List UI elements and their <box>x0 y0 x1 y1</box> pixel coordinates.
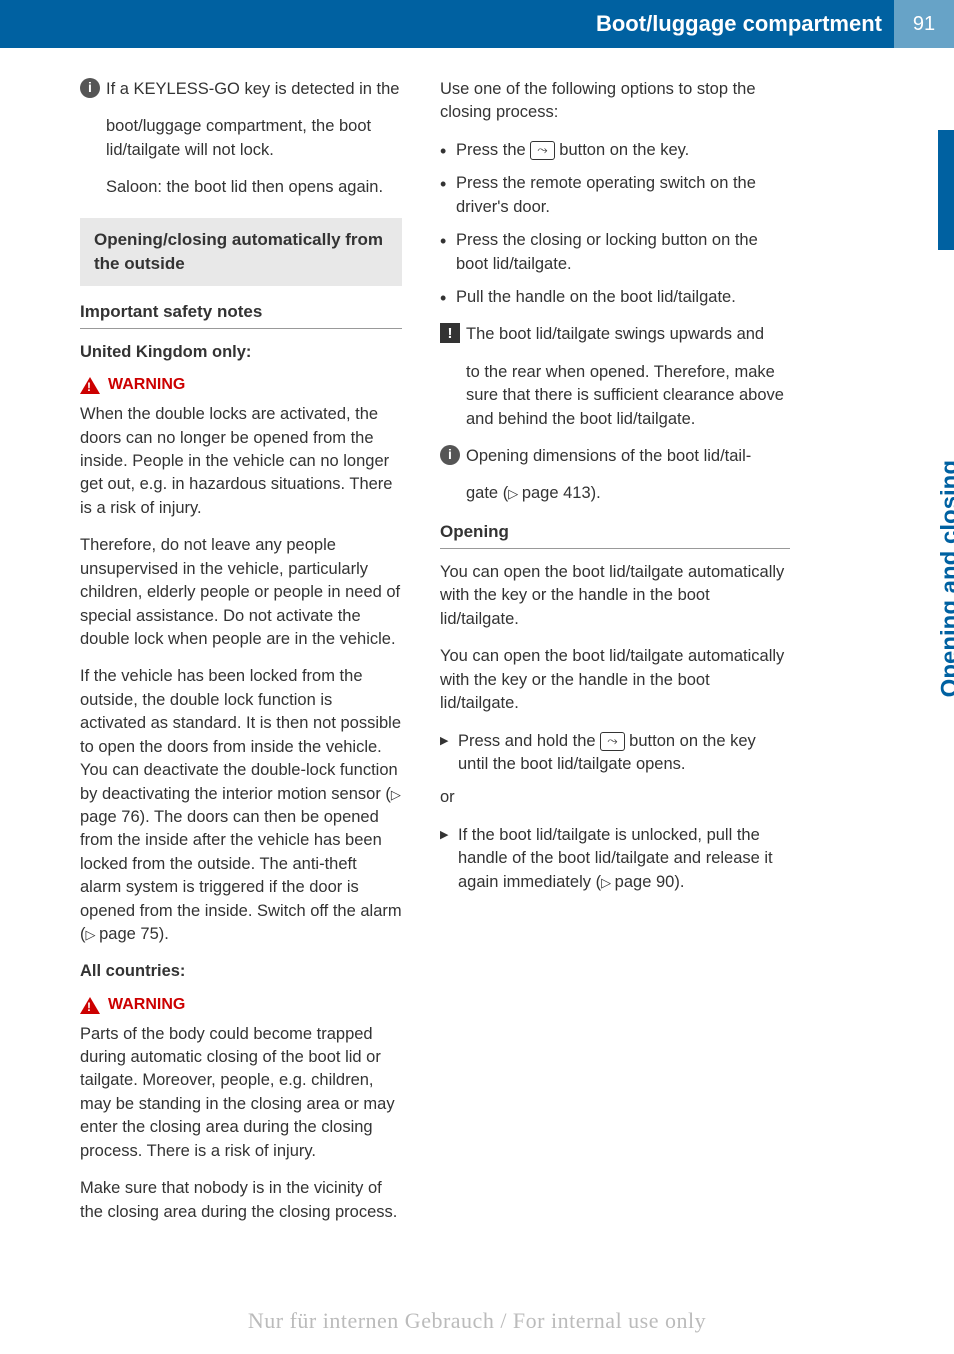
text: Press and hold the <box>458 732 600 750</box>
section-heading: Opening/closing automatically from the o… <box>94 228 388 276</box>
ref-triangle-icon: ▷ <box>86 927 100 942</box>
safety-heading: Important safety notes <box>80 300 402 329</box>
page-ref: page 413 <box>522 484 591 502</box>
action-list-2: If the boot lid/tailgate is unlocked, pu… <box>440 824 790 894</box>
caution-text: The boot lid/tailgate swings upwards and <box>466 325 764 343</box>
warning-triangle-icon <box>80 377 100 394</box>
text: ). <box>159 925 169 943</box>
info-text-cont: boot/luggage compartment, the boot lid/t… <box>106 115 402 162</box>
left-column: i If a KEYLESS-GO key is detected in the… <box>0 78 420 1238</box>
info-note-1: i If a KEYLESS-GO key is detected in the <box>80 78 402 101</box>
section-heading-box: Opening/closing automatically from the o… <box>80 218 402 286</box>
info-text-p2: Saloon: the boot lid then opens again. <box>106 176 402 199</box>
warning-2-p1: Parts of the body could become trapped d… <box>80 1023 402 1164</box>
list-item: If the boot lid/tailgate is unlocked, pu… <box>440 824 790 894</box>
list-item: Press the ⤳ button on the key. <box>440 139 790 162</box>
info-note-2: i Opening dimensions of the boot lid/tai… <box>440 445 790 468</box>
ref-triangle-icon: ▷ <box>508 486 522 501</box>
content-area: i If a KEYLESS-GO key is detected in the… <box>0 48 954 1238</box>
warning-header-1: WARNING <box>80 374 402 397</box>
page-ref: page 90 <box>615 873 675 891</box>
list-item: Press and hold the ⤳ button on the key u… <box>440 730 790 777</box>
warning-1-p1: When the double locks are activated, the… <box>80 403 402 520</box>
list-item: Press the closing or locking button on t… <box>440 229 790 276</box>
text: gate ( <box>466 484 508 502</box>
section-tab-label: Opening and closing <box>936 460 954 697</box>
warning-label: WARNING <box>108 374 185 397</box>
stop-intro: Use one of the following options to stop… <box>440 78 790 125</box>
or-separator: or <box>440 786 790 809</box>
page-header: Boot/luggage compartment 91 <box>0 0 954 48</box>
exclamation-icon: ! <box>440 323 460 343</box>
all-countries-heading: All countries: <box>80 960 402 983</box>
warning-1-p2: Therefore, do not leave any people unsup… <box>80 534 402 651</box>
page-number: 91 <box>894 0 954 48</box>
opening-p1: You can open the boot lid/tailgate autom… <box>440 561 790 631</box>
list-item: Pull the handle on the boot lid/tailgate… <box>440 286 790 309</box>
caution-text-cont: to the rear when opened. Therefore, make… <box>466 361 790 431</box>
uk-heading: United Kingdom only: <box>80 341 402 364</box>
side-tab-marker <box>938 130 954 250</box>
page-ref: page 75 <box>99 925 159 943</box>
text: button on the key. <box>555 141 690 159</box>
action-list-1: Press and hold the ⤳ button on the key u… <box>440 730 790 777</box>
watermark-footer: Nur für internen Gebrauch / For internal… <box>0 1308 954 1334</box>
warning-header-2: WARNING <box>80 994 402 1017</box>
stop-options-list: Press the ⤳ button on the key. Press the… <box>440 139 790 310</box>
caution-note: ! The boot lid/tailgate swings upwards a… <box>440 323 790 346</box>
text: ). <box>674 873 684 891</box>
warning-triangle-icon <box>80 997 100 1014</box>
page-ref: page 76 <box>80 808 140 826</box>
info-icon: i <box>80 78 100 98</box>
info-text: Opening dimensions of the boot lid/tail- <box>466 447 751 465</box>
key-button-icon: ⤳ <box>530 141 554 160</box>
info-icon: i <box>440 445 460 465</box>
key-button-icon: ⤳ <box>600 732 624 751</box>
text: If the vehicle has been locked from the … <box>80 667 401 802</box>
header-title: Boot/luggage compartment <box>596 11 882 37</box>
right-column: Use one of the following options to stop… <box>420 78 820 1238</box>
text: ). <box>591 484 601 502</box>
warning-label: WARNING <box>108 994 185 1017</box>
ref-triangle-icon: ▷ <box>391 787 401 802</box>
opening-p2: You can open the boot lid/tailgate autom… <box>440 645 790 715</box>
info-text: If a KEYLESS-GO key is detected in the <box>106 80 399 98</box>
opening-heading: Opening <box>440 520 790 549</box>
list-item: Press the remote operating switch on the… <box>440 172 790 219</box>
ref-triangle-icon: ▷ <box>601 875 615 890</box>
info-text-cont: gate (▷ page 413). <box>466 482 790 505</box>
text: Press the <box>456 141 530 159</box>
double-lock-para: If the vehicle has been locked from the … <box>80 665 402 946</box>
text: ). The doors can then be opened from the… <box>80 808 402 943</box>
warning-2-p2: Make sure that nobody is in the vicinity… <box>80 1177 402 1224</box>
